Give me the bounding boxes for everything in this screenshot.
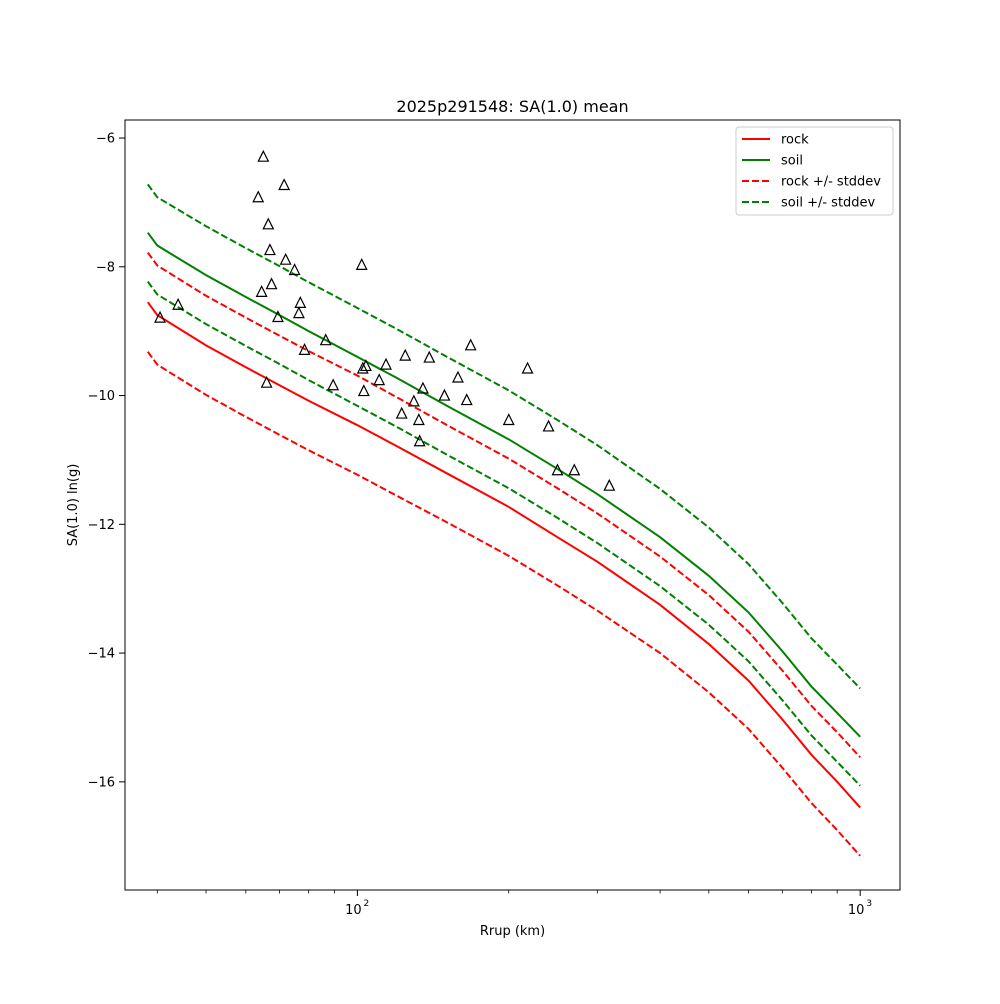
observation-point-17 bbox=[327, 378, 340, 391]
y-tick-label: −6 bbox=[96, 132, 115, 147]
observation-point-40 bbox=[603, 478, 616, 491]
legend-label: rock +/- stddev bbox=[781, 175, 881, 190]
observation-point-23 bbox=[380, 357, 392, 370]
x-tick-label: 10 bbox=[848, 903, 865, 918]
observation-point-24 bbox=[395, 406, 408, 419]
x-tick-exponent: 3 bbox=[866, 899, 872, 909]
series-line-5 bbox=[147, 281, 861, 787]
observation-point-29 bbox=[416, 381, 429, 394]
observation-point-8 bbox=[265, 277, 278, 290]
observation-point-26 bbox=[407, 394, 420, 407]
observation-point-30 bbox=[423, 350, 436, 363]
series-line-2 bbox=[147, 252, 861, 759]
observation-point-7 bbox=[263, 243, 276, 256]
axes-frame bbox=[124, 119, 901, 891]
x-tick-exponent: 2 bbox=[364, 899, 370, 909]
series-line-3 bbox=[147, 351, 861, 857]
y-tick-label: −14 bbox=[88, 647, 115, 662]
observation-point-20 bbox=[357, 384, 370, 397]
observation-point-4 bbox=[257, 149, 270, 162]
y-tick-label: −12 bbox=[88, 518, 115, 533]
observation-point-14 bbox=[294, 295, 307, 308]
chart-title: 2025p291548: SA(1.0) mean bbox=[396, 97, 628, 116]
legend-label: soil +/- stddev bbox=[781, 196, 876, 211]
observation-point-6 bbox=[262, 217, 275, 230]
legend: rock soil rock +/- stddev soil +/- stddev bbox=[735, 126, 894, 216]
observation-point-35 bbox=[502, 413, 515, 426]
observation-point-21 bbox=[359, 359, 372, 372]
series-line-4 bbox=[147, 183, 861, 690]
series-line-0 bbox=[147, 301, 861, 809]
observation-point-27 bbox=[412, 413, 425, 426]
observation-point-33 bbox=[460, 393, 473, 406]
legend-label: rock bbox=[781, 133, 809, 148]
y-axis-label: SA(1.0) ln(g) bbox=[66, 464, 81, 547]
observation-point-11 bbox=[279, 252, 292, 265]
observation-point-13 bbox=[292, 306, 305, 319]
observation-point-36 bbox=[521, 361, 534, 374]
observation-point-3 bbox=[255, 285, 268, 297]
y-tick-label: −8 bbox=[96, 260, 115, 275]
observation-point-0 bbox=[154, 310, 166, 323]
x-tick-label: 10 bbox=[345, 903, 362, 918]
y-axis: −16 −14 −12 −10 −8 −6 bbox=[88, 132, 125, 790]
x-axis: 10 2 10 3 bbox=[156, 890, 872, 918]
observation-point-10 bbox=[278, 178, 291, 191]
observation-point-25 bbox=[399, 348, 412, 361]
observation-point-22 bbox=[373, 373, 386, 386]
legend-label: soil bbox=[781, 154, 803, 169]
y-tick-label: −10 bbox=[88, 389, 115, 404]
observation-point-34 bbox=[464, 338, 477, 351]
observation-point-12 bbox=[288, 263, 301, 276]
observation-point-15 bbox=[298, 342, 311, 355]
observation-point-2 bbox=[252, 190, 265, 203]
observation-point-28 bbox=[413, 434, 426, 447]
x-axis-label: Rrup (km) bbox=[480, 924, 545, 939]
observation-point-5 bbox=[260, 375, 273, 388]
observation-point-1 bbox=[172, 297, 185, 310]
observation-point-18 bbox=[355, 258, 368, 270]
observation-point-38 bbox=[551, 463, 564, 476]
observation-point-16 bbox=[319, 333, 332, 346]
observation-point-39 bbox=[568, 463, 581, 476]
legend-box bbox=[735, 126, 894, 216]
observation-point-9 bbox=[271, 310, 284, 323]
observation-point-19 bbox=[356, 361, 369, 374]
plot-area bbox=[147, 149, 861, 857]
observation-point-37 bbox=[542, 419, 555, 432]
series-line-1 bbox=[147, 232, 861, 738]
observation-point-31 bbox=[438, 388, 451, 401]
observation-point-32 bbox=[451, 370, 464, 383]
y-tick-label: −16 bbox=[88, 775, 115, 790]
